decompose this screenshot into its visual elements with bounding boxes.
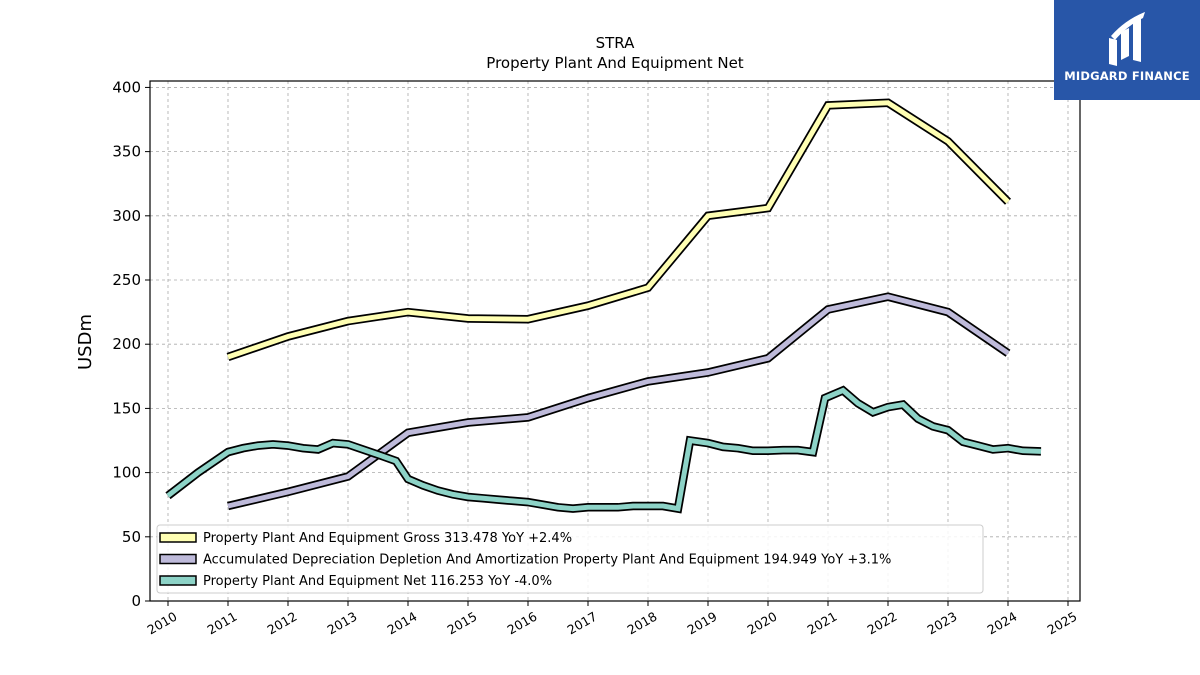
legend-swatch-2 <box>159 553 197 565</box>
x-tick-label: 2020 <box>744 609 779 638</box>
y-tick-label: 400 <box>112 78 141 96</box>
y-tick-label: 0 <box>131 592 141 610</box>
y-tick-label: 100 <box>112 464 141 482</box>
legend: Property Plant And Equipment Gross 313.4… <box>156 524 984 594</box>
x-tick-label: 2012 <box>264 609 299 638</box>
x-tick-label: 2019 <box>684 609 719 638</box>
x-tick-label: 2011 <box>204 609 239 638</box>
x-tick-label: 2025 <box>1044 609 1079 638</box>
y-tick-label: 50 <box>122 528 141 546</box>
y-tick-label: 150 <box>112 399 141 417</box>
grid <box>150 81 1080 602</box>
chart-title: STRA <box>596 34 635 52</box>
series-outline-2 <box>227 292 1011 511</box>
chart-subtitle: Property Plant And Equipment Net <box>486 54 743 72</box>
series-outline-1 <box>226 98 1012 362</box>
y-axis-label: USDm <box>75 314 96 370</box>
x-tick-label: 2010 <box>144 609 179 638</box>
x-tick-label: 2014 <box>384 609 419 638</box>
x-tick-label: 2018 <box>624 609 659 638</box>
legend-label-3: Property Plant And Equipment Net 116.253… <box>203 574 552 589</box>
x-tick-label: 2022 <box>864 609 899 638</box>
series-line-2 <box>227 294 1010 509</box>
y-tick-label: 350 <box>112 143 141 161</box>
x-tick-label: 2015 <box>444 609 479 638</box>
legend-swatch-3 <box>159 575 197 586</box>
x-tick-label: 2016 <box>504 609 539 638</box>
y-tick-label: 250 <box>112 271 141 289</box>
plot-frame <box>149 80 1081 602</box>
series-line-3 <box>166 387 1042 512</box>
series-lines <box>165 98 1042 514</box>
x-tick-label: 2013 <box>324 609 359 638</box>
y-tick-label: 300 <box>112 207 141 225</box>
legend-label-1: Property Plant And Equipment Gross 313.4… <box>203 531 572 546</box>
series-line-1 <box>227 100 1010 360</box>
brand-logo: MIDGARD FINANCE <box>1054 0 1200 100</box>
logo-text: MIDGARD FINANCE <box>1064 69 1190 83</box>
legend-box <box>156 524 984 594</box>
y-tick-label: 200 <box>112 335 141 353</box>
legend-swatch-1 <box>159 532 197 543</box>
x-tick-label: 2017 <box>564 609 599 638</box>
x-tick-label: 2024 <box>984 609 1019 638</box>
legend-label-2: Accumulated Depreciation Depletion And A… <box>203 553 891 568</box>
x-tick-label: 2023 <box>924 609 959 638</box>
x-tick-label: 2021 <box>804 609 839 638</box>
logo-mark-icon <box>1109 12 1145 66</box>
